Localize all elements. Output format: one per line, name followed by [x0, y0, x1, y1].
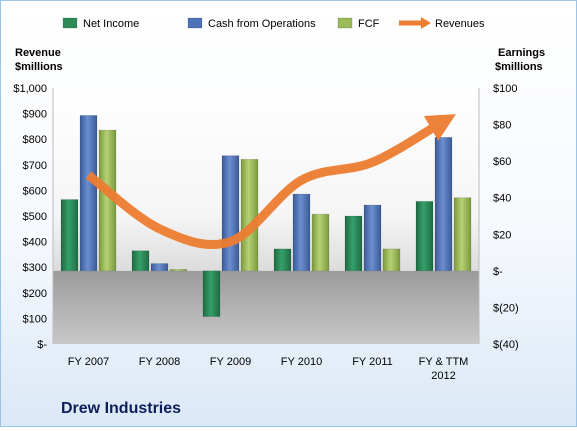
legend-label: Revenues	[435, 18, 485, 30]
revenue-line	[85, 114, 456, 250]
left-axis-title-line: $millions	[15, 61, 63, 73]
left-tick-label: $900	[23, 109, 47, 121]
legend-item-cash-from-operations: Cash from Operations	[187, 17, 316, 30]
left-axis: $- $100 $200 $300 $400 $500 $600 $700 $800 $900 $1…	[13, 83, 47, 351]
legend-item-fcf: FCF	[337, 17, 380, 30]
bar-fcf	[240, 159, 259, 272]
line-revenues	[85, 114, 456, 250]
legend-label: Net Income	[83, 18, 139, 30]
left-tick-label: $200	[23, 288, 47, 300]
bar-cash-from-operations	[434, 137, 453, 272]
right-tick-label: $(20)	[493, 302, 519, 314]
right-tick-label: $40	[493, 193, 511, 205]
left-axis-title: Revenue $millions	[15, 47, 63, 73]
left-tick-label: $400	[23, 237, 47, 249]
legend-swatch	[187, 17, 203, 29]
category-label: FY 2007	[68, 356, 109, 368]
bar-fcf	[382, 248, 401, 272]
bar-fcf	[311, 213, 330, 272]
legend-swatch	[62, 17, 78, 29]
category-label: 2012	[431, 370, 455, 382]
category-label: FY 2008	[139, 356, 180, 368]
left-tick-label: $-	[37, 339, 47, 351]
right-tick-label: $20	[493, 229, 511, 241]
right-tick-label: $60	[493, 156, 511, 168]
bar-fcf	[169, 269, 188, 272]
category-label: FY 2010	[281, 356, 322, 368]
x-axis: FY 2007 FY 2008 FY 2009 FY 2010 FY 2011 FY & …	[68, 356, 469, 382]
plot-background	[53, 88, 479, 271]
legend-arrow-icon	[421, 17, 431, 29]
bar-net-income	[415, 201, 434, 272]
right-tick-label: $(40)	[493, 339, 519, 351]
right-tick-label: $80	[493, 120, 511, 132]
category-label: FY 2011	[352, 356, 393, 368]
legend: Net Income Cash from Operations FCF Revenue…	[62, 17, 485, 30]
left-tick-label: $800	[23, 134, 47, 146]
legend-item-revenues: Revenues	[399, 17, 485, 30]
right-axis: $(40) $(20) $- $20 $40 $60 $80 $100	[493, 83, 519, 351]
bar-cash-from-operations	[150, 263, 169, 272]
bar-net-income	[344, 215, 363, 272]
category-label: FY 2009	[210, 356, 251, 368]
legend-item-net-income: Net Income	[62, 17, 139, 30]
bar-net-income	[202, 270, 221, 317]
bar-net-income	[131, 250, 150, 272]
plot-floor	[53, 270, 479, 344]
left-tick-label: $300	[23, 262, 47, 274]
legend-label: Cash from Operations	[208, 18, 316, 30]
bar-cash-from-operations	[79, 115, 98, 272]
legend-swatch	[337, 17, 353, 29]
bar-cash-from-operations	[363, 204, 382, 272]
right-axis-title-line: Earnings	[498, 47, 545, 59]
left-axis-title-line: Revenue	[15, 47, 61, 59]
bar-net-income	[273, 248, 292, 272]
right-axis-title: Earnings $millions	[495, 47, 545, 73]
left-tick-label: $600	[23, 185, 47, 197]
left-tick-label: $500	[23, 211, 47, 223]
left-tick-label: $700	[23, 160, 47, 172]
legend-label: FCF	[358, 18, 380, 30]
right-axis-title-line: $millions	[495, 61, 543, 73]
chart-title: Drew Industries	[61, 400, 181, 417]
plot-area	[52, 88, 480, 344]
left-tick-label: $1,000	[13, 83, 47, 95]
right-tick-label: $-	[493, 266, 503, 278]
bar-cash-from-operations	[221, 155, 240, 272]
bar-fcf	[453, 197, 472, 272]
bar-net-income	[60, 199, 79, 272]
left-tick-label: $100	[23, 313, 47, 325]
right-tick-label: $100	[493, 83, 517, 95]
category-label: FY & TTM	[419, 356, 469, 368]
bar-cash-from-operations	[292, 193, 311, 272]
